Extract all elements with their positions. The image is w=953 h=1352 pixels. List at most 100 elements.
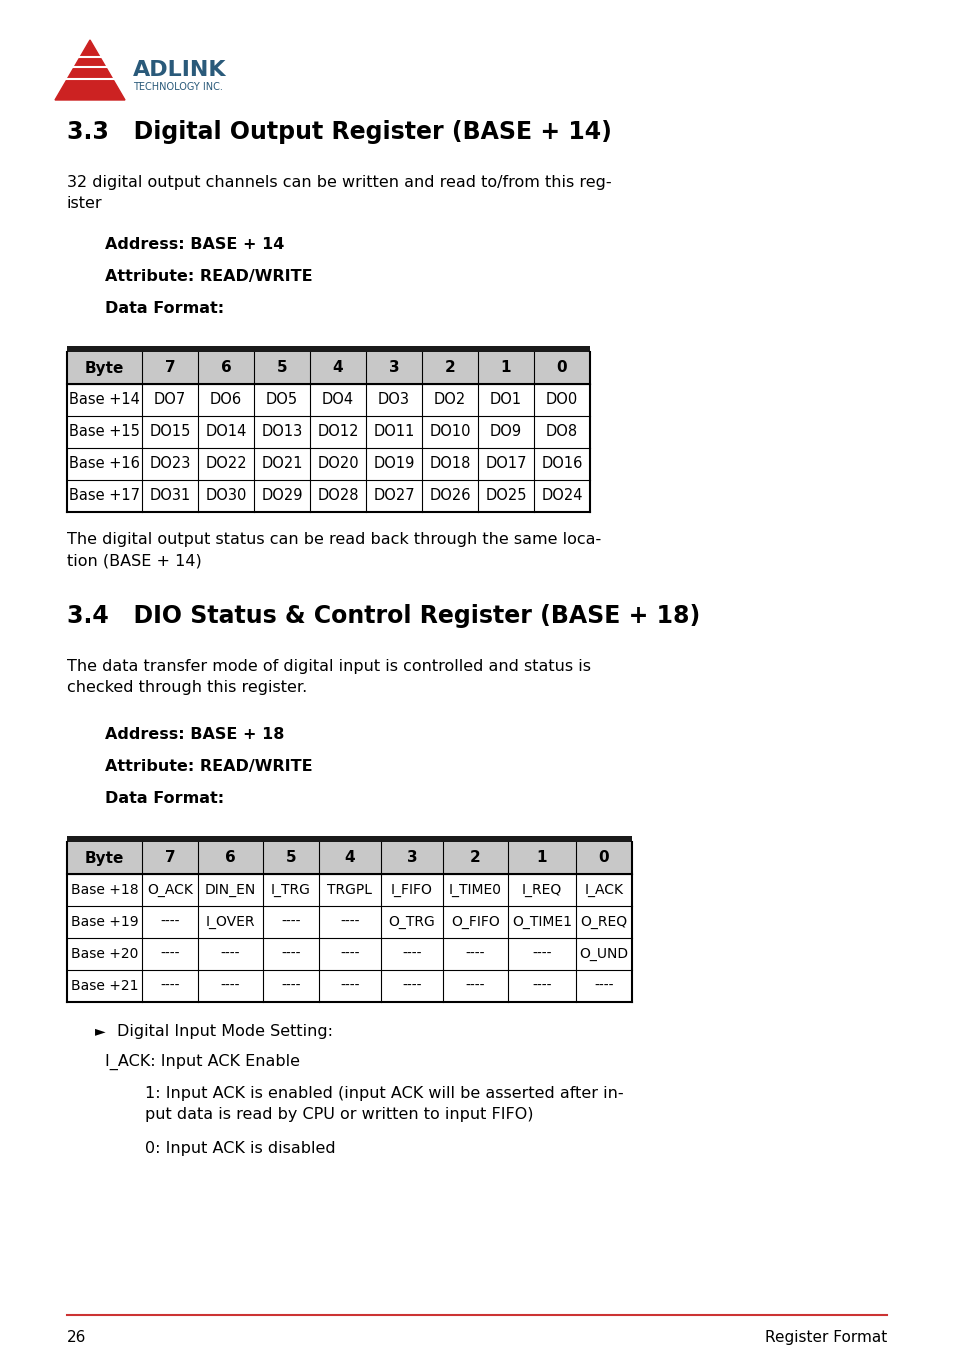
Text: Base +19: Base +19 (71, 915, 138, 929)
Bar (67, 873, 631, 906)
Bar (67, 842, 631, 873)
Text: O_FIFO: O_FIFO (451, 915, 499, 929)
Text: DO14: DO14 (205, 425, 247, 439)
Text: Byte: Byte (85, 361, 124, 376)
Text: ----: ---- (402, 946, 421, 961)
Text: DO15: DO15 (150, 425, 191, 439)
Text: 26: 26 (67, 1330, 87, 1345)
Text: DO13: DO13 (261, 425, 302, 439)
Bar (67, 416, 589, 448)
Text: O_TIME1: O_TIME1 (512, 915, 572, 929)
Text: Address: BASE + 18: Address: BASE + 18 (105, 727, 284, 742)
Text: DO6: DO6 (210, 392, 242, 407)
Text: ----: ---- (594, 979, 613, 992)
Text: 1: Input ACK is enabled (input ACK will be asserted after in-
put data is read b: 1: Input ACK is enabled (input ACK will … (145, 1086, 623, 1122)
Text: 4: 4 (333, 361, 343, 376)
Text: DO1: DO1 (490, 392, 521, 407)
Text: DO24: DO24 (540, 488, 582, 503)
Text: DO3: DO3 (377, 392, 410, 407)
Text: Base +16: Base +16 (69, 457, 140, 472)
Text: ADLINK: ADLINK (132, 59, 226, 80)
Text: ----: ---- (465, 946, 485, 961)
Text: DO18: DO18 (429, 457, 470, 472)
Text: TECHNOLOGY INC.: TECHNOLOGY INC. (132, 82, 223, 92)
Text: DO31: DO31 (150, 488, 191, 503)
Text: DIN_EN: DIN_EN (205, 883, 255, 896)
Text: 3: 3 (388, 361, 399, 376)
Text: 4: 4 (344, 850, 355, 865)
Text: 5: 5 (285, 850, 296, 865)
Text: ----: ---- (160, 946, 179, 961)
Text: The data transfer mode of digital input is controlled and status is
checked thro: The data transfer mode of digital input … (67, 658, 590, 695)
Text: DO11: DO11 (373, 425, 415, 439)
Bar (67, 938, 631, 969)
Text: ----: ---- (340, 946, 359, 961)
Text: The digital output status can be read back through the same loca-
tion (BASE + 1: The digital output status can be read ba… (67, 531, 600, 568)
Text: 1: 1 (500, 361, 511, 376)
Text: Base +17: Base +17 (69, 488, 140, 503)
Text: Base +14: Base +14 (69, 392, 140, 407)
Bar (67, 969, 631, 1002)
Bar (67, 352, 589, 384)
Text: ----: ---- (532, 946, 551, 961)
Text: ----: ---- (465, 979, 485, 992)
Text: ----: ---- (281, 915, 300, 929)
Text: DO28: DO28 (317, 488, 358, 503)
Text: DO29: DO29 (261, 488, 302, 503)
Text: 3.4   DIO Status & Control Register (BASE + 18): 3.4 DIO Status & Control Register (BASE … (67, 604, 700, 627)
Text: 7: 7 (165, 361, 175, 376)
Text: Data Format:: Data Format: (105, 791, 224, 806)
Text: 1: 1 (537, 850, 547, 865)
Text: Base +21: Base +21 (71, 979, 138, 992)
Text: 7: 7 (165, 850, 175, 865)
Text: Register Format: Register Format (764, 1330, 886, 1345)
Text: 2: 2 (470, 850, 480, 865)
Text: 2: 2 (444, 361, 455, 376)
Text: DO25: DO25 (485, 488, 526, 503)
Bar (67, 346, 589, 352)
Text: I_ACK: I_ACK (584, 883, 623, 896)
Text: DO21: DO21 (261, 457, 302, 472)
Text: DO12: DO12 (317, 425, 358, 439)
Text: DO0: DO0 (545, 392, 578, 407)
Text: ----: ---- (160, 915, 179, 929)
Bar (67, 836, 631, 842)
Text: ----: ---- (160, 979, 179, 992)
Text: Data Format:: Data Format: (105, 301, 224, 316)
Text: O_REQ: O_REQ (579, 915, 627, 929)
Bar (67, 448, 589, 480)
Text: Base +18: Base +18 (71, 883, 138, 896)
Text: I_OVER: I_OVER (206, 915, 255, 929)
Text: I_TIME0: I_TIME0 (449, 883, 501, 896)
Bar (67, 480, 589, 512)
Text: I_ACK: Input ACK Enable: I_ACK: Input ACK Enable (105, 1055, 299, 1071)
Text: DO7: DO7 (153, 392, 186, 407)
Text: 32 digital output channels can be written and read to/from this reg-
ister: 32 digital output channels can be writte… (67, 174, 611, 211)
Text: 0: Input ACK is disabled: 0: Input ACK is disabled (145, 1141, 335, 1156)
Text: I_FIFO: I_FIFO (391, 883, 433, 896)
Text: ----: ---- (220, 979, 240, 992)
Text: 0: 0 (598, 850, 609, 865)
Text: DO9: DO9 (490, 425, 521, 439)
Text: 6: 6 (225, 850, 235, 865)
Text: I_REQ: I_REQ (521, 883, 561, 896)
Text: DO4: DO4 (321, 392, 354, 407)
Text: O_UND: O_UND (578, 946, 628, 961)
Text: Attribute: READ/WRITE: Attribute: READ/WRITE (105, 758, 313, 773)
Text: DO22: DO22 (205, 457, 247, 472)
Text: DO10: DO10 (429, 425, 470, 439)
Text: Base +20: Base +20 (71, 946, 138, 961)
Text: ----: ---- (532, 979, 551, 992)
Text: I_TRG: I_TRG (271, 883, 311, 896)
Text: ----: ---- (281, 979, 300, 992)
Text: Address: BASE + 14: Address: BASE + 14 (105, 237, 284, 251)
Text: ----: ---- (340, 915, 359, 929)
Text: DO19: DO19 (373, 457, 415, 472)
Text: Attribute: READ/WRITE: Attribute: READ/WRITE (105, 269, 313, 284)
Text: O_TRG: O_TRG (388, 915, 435, 929)
Text: 5: 5 (276, 361, 287, 376)
Text: DO23: DO23 (150, 457, 191, 472)
Text: DO2: DO2 (434, 392, 466, 407)
Text: ►: ► (95, 1023, 106, 1038)
Text: 3.3   Digital Output Register (BASE + 14): 3.3 Digital Output Register (BASE + 14) (67, 120, 611, 145)
